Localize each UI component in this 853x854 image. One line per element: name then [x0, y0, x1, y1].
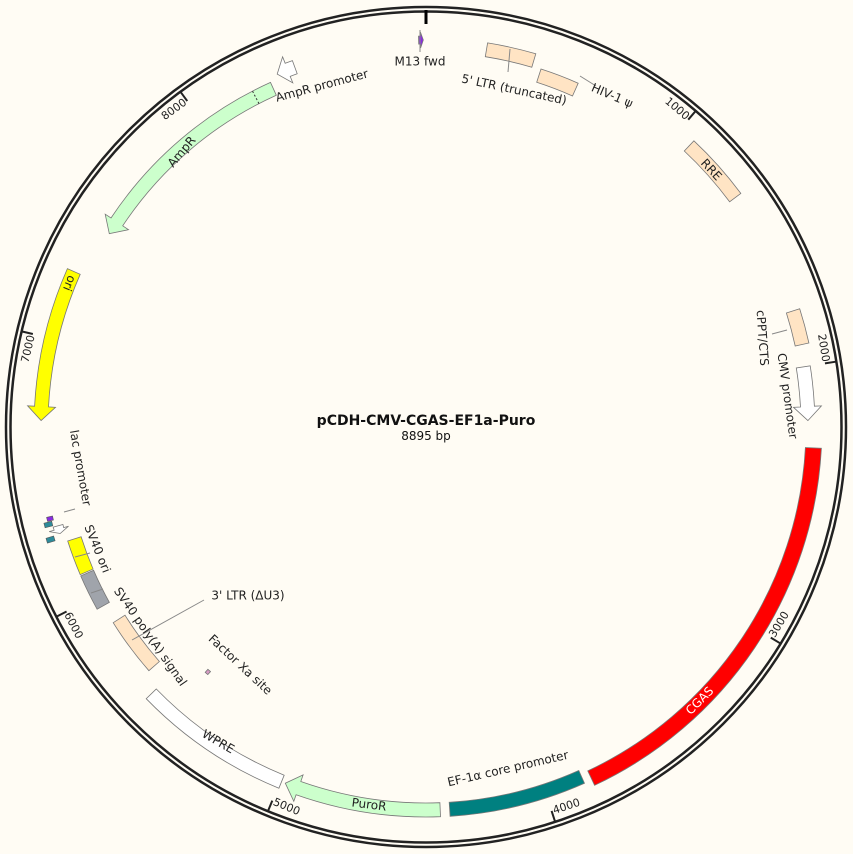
feature-label-cmv-promoter: CMV promoter [775, 352, 801, 440]
leader-line [74, 552, 91, 558]
leader-line [579, 75, 597, 87]
tick-mark [550, 810, 556, 822]
minor-feature[interactable] [45, 535, 56, 544]
feature-label-lac-promoter: lac promoter [67, 429, 94, 507]
plasmid-name: pCDH-CMV-CGAS-EF1a-Puro [317, 413, 536, 429]
minor-feature[interactable] [46, 515, 54, 522]
feature-ef-1-core-promoter[interactable] [448, 769, 586, 817]
tick-mark [687, 110, 697, 121]
feature-puror[interactable] [284, 774, 441, 818]
feature-rre[interactable] [683, 140, 742, 203]
leader-line [771, 329, 788, 335]
tick-mark [21, 330, 34, 335]
feature-label-cppt-cts: cPPT/CTS [754, 310, 772, 367]
feature-ampr[interactable] [104, 81, 277, 235]
feature-m13-fwd[interactable] [418, 31, 424, 49]
tick-mark [770, 636, 781, 645]
feature-ori[interactable] [26, 268, 81, 422]
backbone-outer [4, 5, 848, 849]
tick-label: 2000 [815, 333, 832, 363]
feature-cgas[interactable] [587, 447, 822, 786]
tick-mark [824, 360, 836, 365]
feature-label-puror: PuroR [351, 795, 387, 813]
tick-mark [179, 91, 189, 102]
feature-ampr-promoter[interactable] [276, 55, 298, 84]
feature-cmv-promoter[interactable] [792, 365, 823, 422]
feature-factor-xa-site[interactable] [204, 668, 212, 676]
minor-feature[interactable] [43, 520, 54, 529]
tick-mark [267, 800, 274, 812]
plasmid-length: 8895 bp [401, 429, 451, 443]
leader-line [507, 48, 511, 73]
leader-line [90, 588, 104, 594]
feature-label-3-ltr-u3: 3' LTR (ΔU3) [211, 589, 284, 603]
feature-label-ori: ori [60, 273, 79, 293]
leader-line [131, 599, 205, 641]
feature-lac-promoter[interactable] [49, 524, 69, 534]
tick-label: 7000 [19, 334, 38, 364]
feature-label-hiv-1: HIV-1 ψ [589, 81, 635, 111]
leader-line [63, 508, 76, 513]
feature-label-factor-xa-site: Factor Xa site [206, 632, 275, 698]
tick-label: 6000 [61, 610, 85, 641]
feature-5-ltr-truncated[interactable] [484, 42, 537, 68]
feature-sv40-poly-a-signal[interactable] [80, 569, 110, 610]
tick-mark [56, 610, 68, 618]
feature-wpre[interactable] [145, 688, 285, 789]
feature-cppt-cts[interactable] [785, 308, 810, 347]
feature-label-m13-fwd: M13 fwd [395, 55, 446, 69]
feature-hiv-1[interactable] [536, 68, 579, 97]
feature-3-ltr-u3[interactable] [112, 614, 160, 672]
